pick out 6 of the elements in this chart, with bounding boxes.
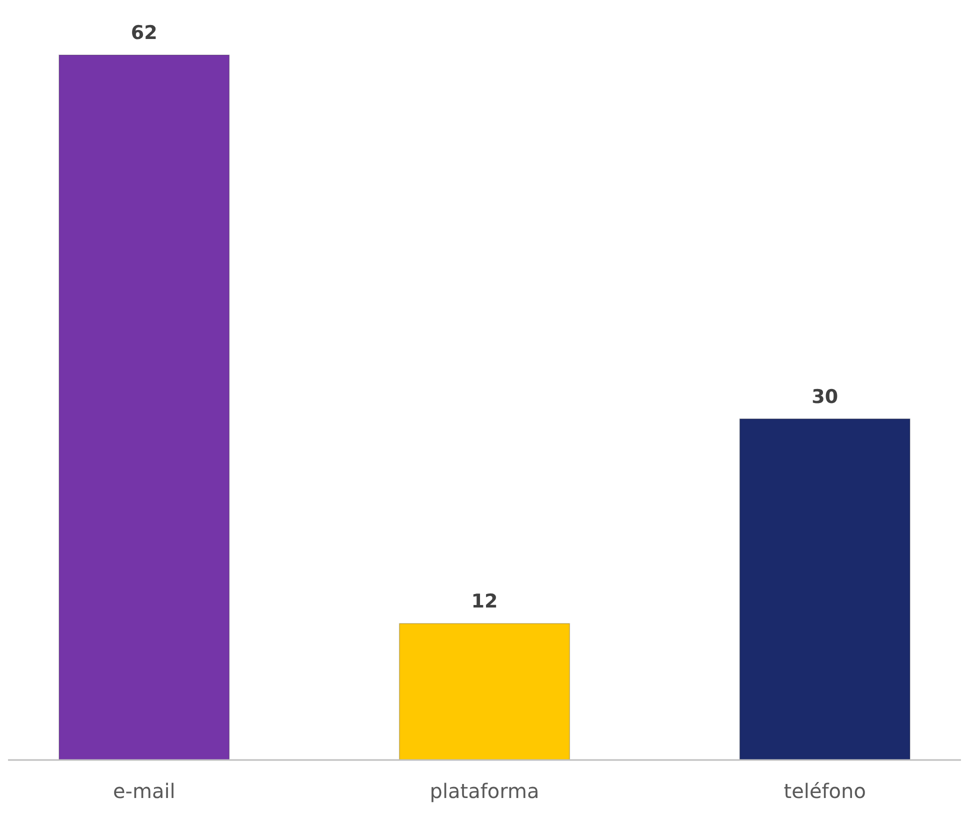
data-label: 12: [471, 590, 498, 613]
x-tick-label: plataforma: [430, 779, 540, 803]
x-tick-label: e-mail: [112, 779, 176, 803]
data-label: 62: [130, 22, 158, 44]
x-tick-label: teléfono: [784, 779, 866, 803]
data-label: 30: [812, 386, 838, 408]
